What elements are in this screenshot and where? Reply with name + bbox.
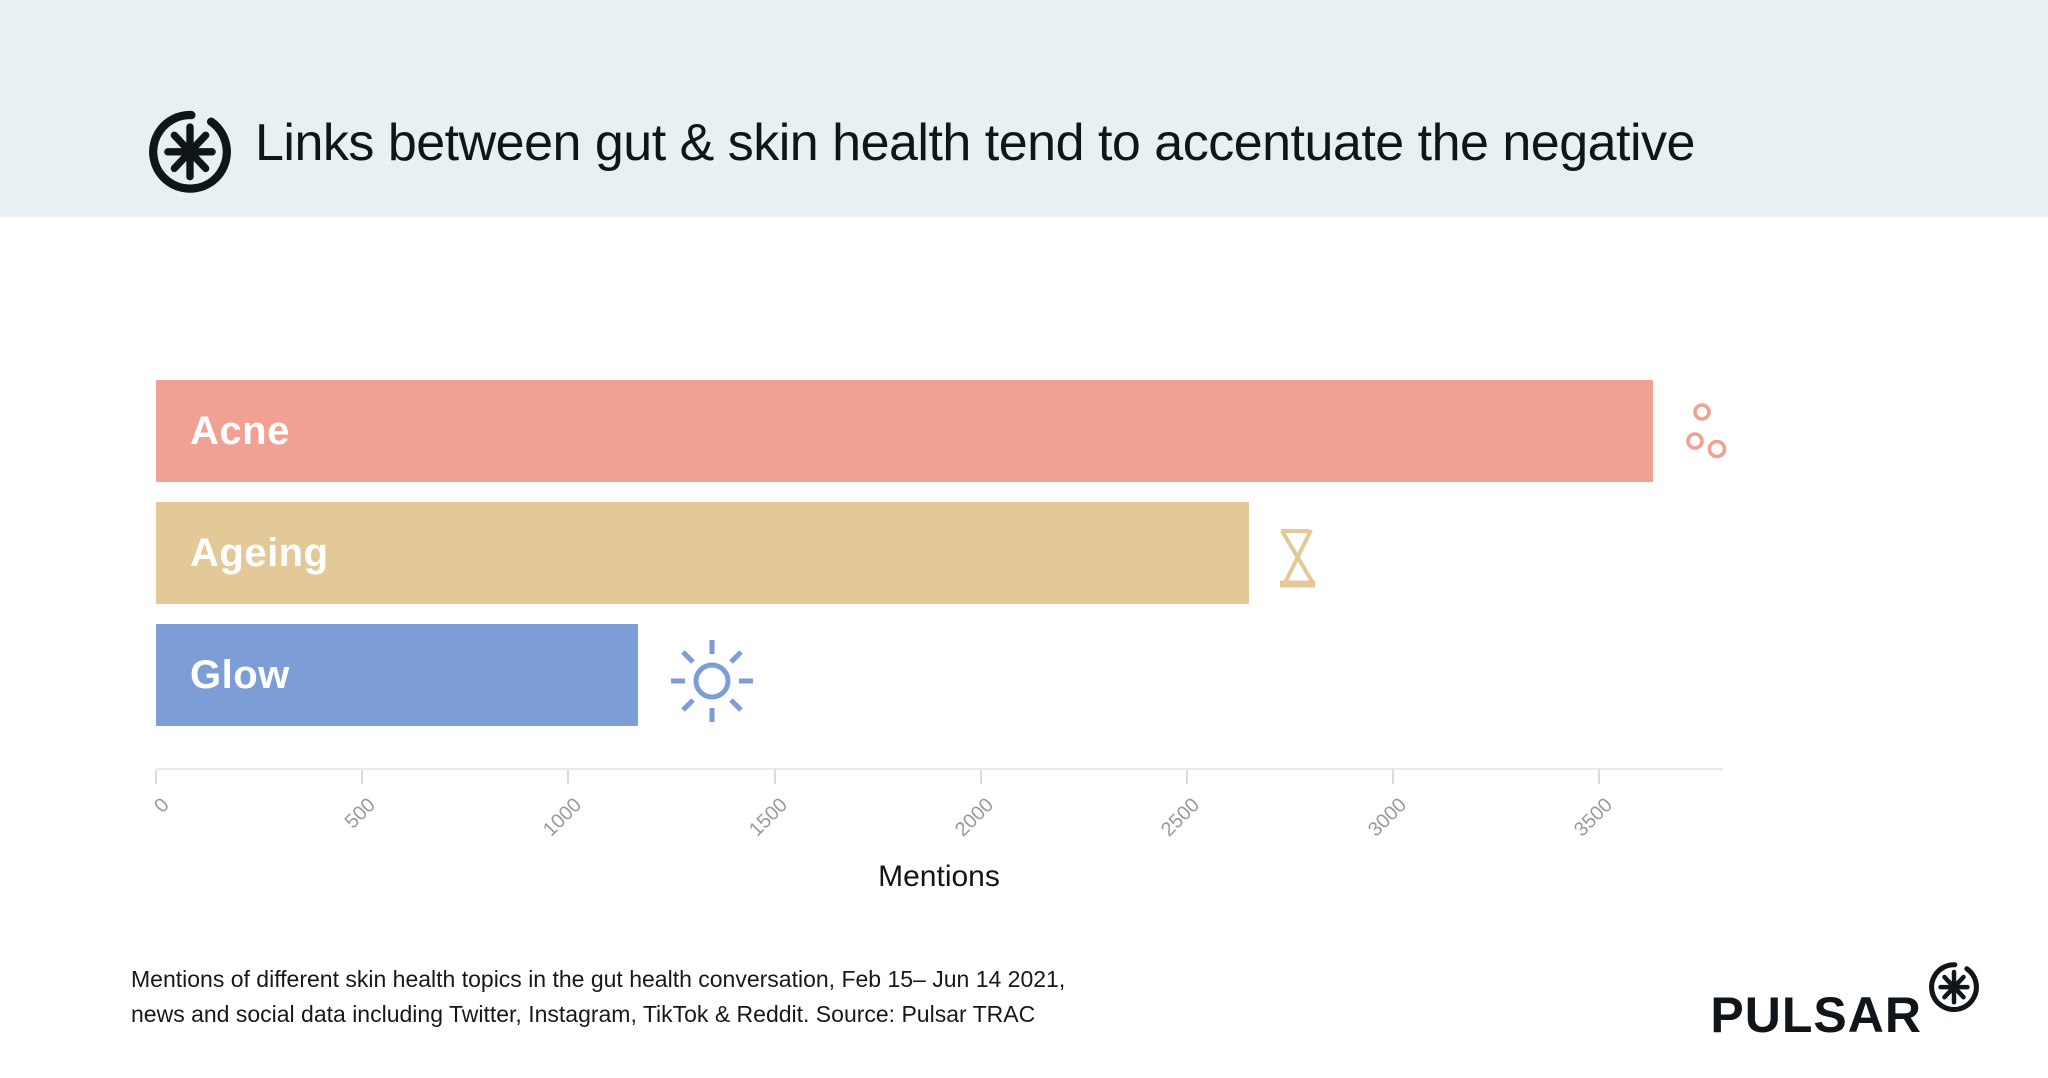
tick-label: 3000 bbox=[1363, 794, 1411, 842]
x-axis-line bbox=[156, 768, 1723, 770]
tick-label: 2500 bbox=[1157, 794, 1205, 842]
x-axis-title: Mentions bbox=[878, 860, 1000, 893]
bar-label-glow: Glow bbox=[190, 652, 290, 697]
pulsar-asterisk-icon bbox=[1926, 958, 1982, 1014]
bar-row-acne: Acne bbox=[156, 380, 1653, 482]
bar-glow: Glow bbox=[156, 624, 639, 726]
source-caption: Mentions of different skin health topics… bbox=[131, 962, 1065, 1032]
header-band: Links between gut & skin health tend to … bbox=[0, 0, 2048, 217]
tick-mark bbox=[773, 770, 776, 784]
sun-icon bbox=[667, 636, 757, 726]
bar-acne: Acne bbox=[156, 380, 1653, 482]
bar-ageing: Ageing bbox=[156, 502, 1249, 604]
circles-icon bbox=[1680, 399, 1732, 463]
pulsar-wordmark: PULSAR bbox=[1710, 987, 1922, 1043]
bar-row-glow: Glow bbox=[156, 624, 639, 726]
tick-mark bbox=[979, 770, 982, 784]
tick-mark bbox=[361, 770, 364, 784]
tick-mark bbox=[1185, 770, 1188, 784]
tick-mark bbox=[155, 770, 157, 784]
hourglass-icon bbox=[1278, 527, 1318, 589]
tick-label: 500 bbox=[340, 794, 380, 834]
tick-mark bbox=[1392, 770, 1395, 784]
bar-label-ageing: Ageing bbox=[190, 530, 329, 575]
bar-row-ageing: Ageing bbox=[156, 502, 1249, 604]
tick-label: 2000 bbox=[951, 794, 999, 842]
pulsar-logo: PULSAR bbox=[1710, 958, 1982, 1043]
bar-label-acne: Acne bbox=[190, 408, 290, 453]
tick-label: 1000 bbox=[538, 794, 586, 842]
tick-label: 0 bbox=[150, 794, 174, 818]
tick-label: 3500 bbox=[1569, 794, 1617, 842]
caption-line-1: Mentions of different skin health topics… bbox=[131, 966, 1066, 992]
tick-mark bbox=[1598, 770, 1601, 784]
tick-mark bbox=[567, 770, 570, 784]
page-title: Links between gut & skin health tend to … bbox=[255, 114, 1695, 173]
tick-label: 1500 bbox=[745, 794, 793, 842]
caption-line-2: news and social data including Twitter, … bbox=[131, 1001, 1036, 1027]
pulsar-asterisk-icon bbox=[144, 104, 236, 196]
